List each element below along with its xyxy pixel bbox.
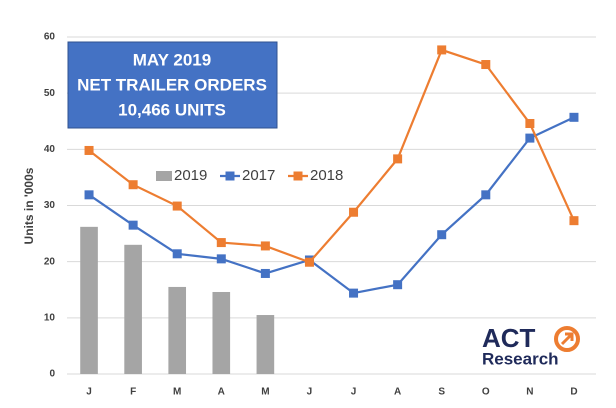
y-tick-label: 60 [44,32,56,43]
plot-area: 0 10 20 30 40 50 60 J F M A M J J A S O N D 2019 2017 2018 [44,32,596,398]
marker [304,257,314,267]
legend-label: 2017 [242,167,275,184]
marker [216,254,226,264]
x-tick-label: M [261,387,269,398]
marker [260,241,270,251]
y-tick-label: 50 [44,88,56,99]
marker [437,230,447,240]
x-tick-label: A [394,387,401,398]
marker [393,280,403,290]
line [88,116,575,295]
marker [84,190,94,200]
x-tick-label: N [526,387,533,398]
marker [349,288,359,298]
x-tick-label: J [86,387,92,398]
logo-text: ACT [482,323,536,353]
marker [128,180,138,190]
bar [256,315,275,374]
line [88,48,575,264]
logo-arrow [560,332,574,346]
legend-label: 2019 [174,167,207,184]
y-tick-label: 30 [44,200,56,211]
marker [481,60,491,70]
y-axis-label: Units in '000s [22,167,36,244]
annotation-line: NET TRAILER ORDERS [77,75,267,94]
marker [393,154,403,164]
x-tick-label: D [570,387,577,398]
bar [80,226,98,374]
legend-swatch [225,171,235,181]
y-tick-label: 10 [44,312,56,323]
marker [84,145,94,155]
annotation-line: MAY 2019 [133,50,211,69]
y-tick-label: 20 [44,256,56,267]
marker [172,201,182,211]
legend-label: 2018 [310,167,343,184]
marker [260,268,270,278]
marker [349,207,359,217]
x-tick-label: A [218,387,225,398]
x-tick-label: F [130,387,136,398]
marker [128,220,138,230]
marker [525,133,535,143]
legend-swatch [156,171,172,181]
y-tick-label: 0 [49,369,55,380]
x-tick-label: J [351,387,357,398]
x-tick-label: M [173,387,181,398]
legend-swatch [293,171,303,181]
x-tick-label: O [482,387,490,398]
annotation-box [67,41,278,129]
marker [172,249,182,259]
marker [525,118,535,128]
marker [569,112,579,122]
marker [569,216,579,226]
marker [216,238,226,248]
bar [212,291,231,374]
bar [168,286,187,374]
logo-icon [554,326,580,352]
x-tick-label: J [307,387,313,398]
x-tick-label: S [438,387,445,398]
marker [437,45,447,55]
annotation-line: 10,466 UNITS [118,100,226,119]
y-tick-label: 40 [44,144,56,155]
bar [124,244,142,374]
logo-subtext: Research [482,349,559,368]
marker [481,190,491,200]
